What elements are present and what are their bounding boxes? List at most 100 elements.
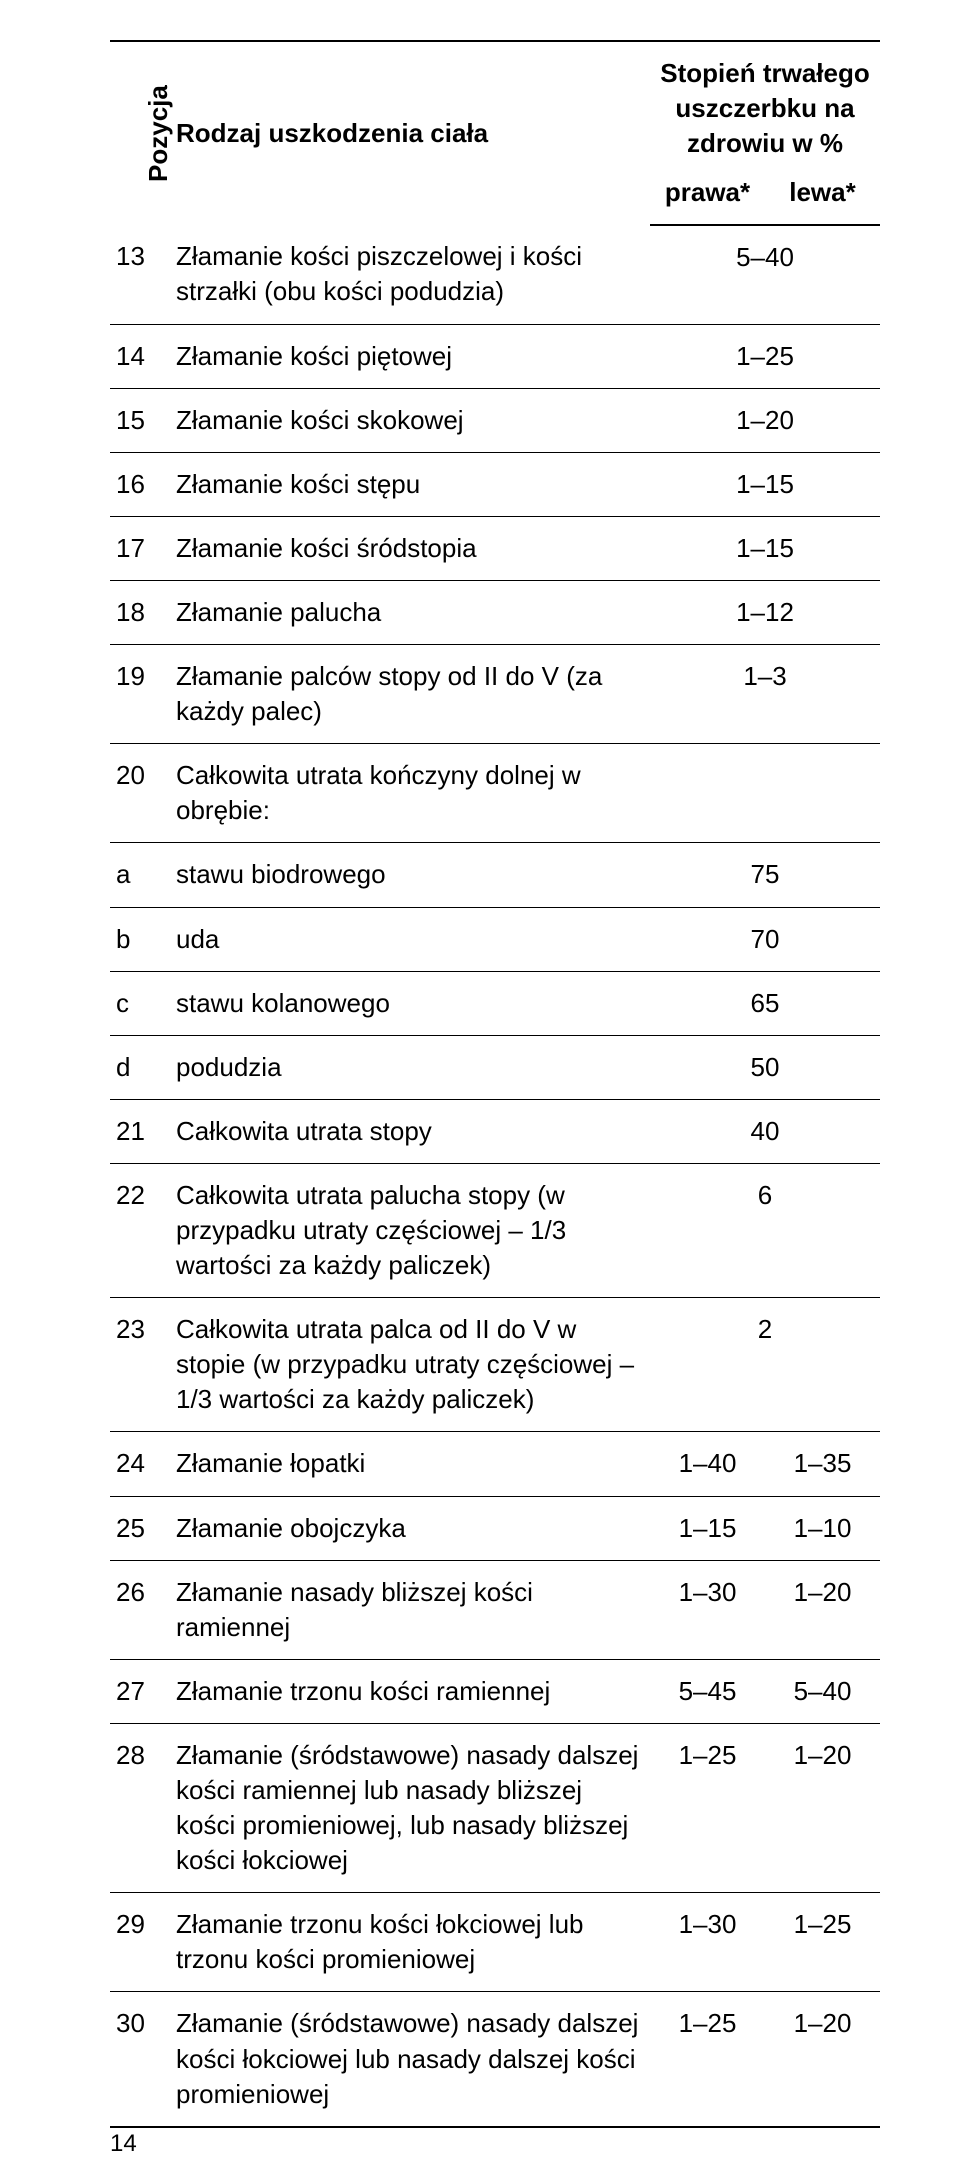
row-description: stawu kolanowego [170,971,650,1035]
table-row: cstawu kolanowego65 [110,971,880,1035]
row-description: Całkowita utrata palucha stopy (w przypa… [170,1163,650,1297]
row-position: c [110,971,170,1035]
row-value: 1–15 [650,516,880,580]
row-value-lewa: 1–20 [765,1560,880,1659]
row-position: 20 [110,744,170,843]
table-row: 29Złamanie trzonu kości łokciowej lub tr… [110,1893,880,1992]
table-row: 17Złamanie kości śródstopia1–15 [110,516,880,580]
row-position: 27 [110,1659,170,1723]
row-position: 14 [110,324,170,388]
row-description: Całkowita utrata stopy [170,1099,650,1163]
row-value-prawa: 1–25 [650,1723,765,1892]
row-position: 22 [110,1163,170,1297]
col-header-stopien: Stopień trwałego uszczerbku na zdrowiu w… [650,41,880,175]
row-description: Całkowita utrata palca od II do V w stop… [170,1298,650,1432]
row-value-prawa: 1–25 [650,1992,765,2127]
row-value [650,744,880,843]
table-row: 28Złamanie (śródstawowe) nasady dalszej … [110,1723,880,1892]
row-description: Złamanie kości skokowej [170,388,650,452]
row-position: 17 [110,516,170,580]
col-header-prawa: prawa* [650,175,765,225]
row-value: 1–20 [650,388,880,452]
row-position: 25 [110,1496,170,1560]
table-row: 26Złamanie nasady bliższej kości ramienn… [110,1560,880,1659]
row-description: Złamanie palucha [170,580,650,644]
col-header-rodzaj: Rodzaj uszkodzenia ciała [170,41,650,225]
table-header: Pozycja Rodzaj uszkodzenia ciała Stopień… [110,41,880,225]
row-description: Złamanie (śródstawowe) nasady dalszej ko… [170,1723,650,1892]
col-header-lewa: lewa* [765,175,880,225]
row-value: 75 [650,843,880,907]
row-description: Złamanie kości stępu [170,452,650,516]
row-position: 16 [110,452,170,516]
row-description: Złamanie kości piszczelowej i kości strz… [170,225,650,324]
row-position: 21 [110,1099,170,1163]
row-position: 18 [110,580,170,644]
row-description: Złamanie łopatki [170,1432,650,1496]
row-description: Złamanie nasady bliższej kości ramiennej [170,1560,650,1659]
row-description: Całkowita utrata kończyny dolnej w obręb… [170,744,650,843]
table-row: 14Złamanie kości piętowej1–25 [110,324,880,388]
row-value: 1–3 [650,645,880,744]
table-row: 20Całkowita utrata kończyny dolnej w obr… [110,744,880,843]
table-row: buda70 [110,907,880,971]
row-value-lewa: 1–25 [765,1893,880,1992]
row-value-lewa: 5–40 [765,1659,880,1723]
row-value-prawa: 1–30 [650,1893,765,1992]
table-row: 22Całkowita utrata palucha stopy (w przy… [110,1163,880,1297]
row-description: Złamanie trzonu kości łokciowej lub trzo… [170,1893,650,1992]
table-row: 24Złamanie łopatki1–401–35 [110,1432,880,1496]
table-row: 16Złamanie kości stępu1–15 [110,452,880,516]
col-header-pozycja: Pozycja [110,41,170,225]
table-body: 13Złamanie kości piszczelowej i kości st… [110,225,880,2126]
row-description: Złamanie kości piętowej [170,324,650,388]
row-position: 13 [110,225,170,324]
table-row: 30Złamanie (śródstawowe) nasady dalszej … [110,1992,880,2127]
table-row: 23Całkowita utrata palca od II do V w st… [110,1298,880,1432]
table-row: 25Złamanie obojczyka1–151–10 [110,1496,880,1560]
row-value: 65 [650,971,880,1035]
row-value-prawa: 5–45 [650,1659,765,1723]
row-value: 1–25 [650,324,880,388]
row-description: stawu biodrowego [170,843,650,907]
table-row: dpodudzia50 [110,1035,880,1099]
row-position: 24 [110,1432,170,1496]
table-row: 21Całkowita utrata stopy40 [110,1099,880,1163]
row-description: Złamanie obojczyka [170,1496,650,1560]
row-value: 5–40 [650,225,880,324]
row-description: Złamanie kości śródstopia [170,516,650,580]
row-description: uda [170,907,650,971]
row-value: 1–12 [650,580,880,644]
row-position: 29 [110,1893,170,1992]
row-value: 40 [650,1099,880,1163]
row-description: Złamanie (śródstawowe) nasady dalszej ko… [170,1992,650,2127]
row-value-prawa: 1–30 [650,1560,765,1659]
table-row: 13Złamanie kości piszczelowej i kości st… [110,225,880,324]
row-value: 50 [650,1035,880,1099]
row-value: 70 [650,907,880,971]
row-description: podudzia [170,1035,650,1099]
row-position: 19 [110,645,170,744]
row-position: a [110,843,170,907]
row-value: 1–15 [650,452,880,516]
row-position: 28 [110,1723,170,1892]
row-value-prawa: 1–15 [650,1496,765,1560]
row-value-lewa: 1–20 [765,1723,880,1892]
table-row: 15Złamanie kości skokowej1–20 [110,388,880,452]
row-value: 6 [650,1163,880,1297]
pozycja-label: Pozycja [141,85,176,182]
row-description: Złamanie palców stopy od II do V (za każ… [170,645,650,744]
injury-table: Pozycja Rodzaj uszkodzenia ciała Stopień… [110,40,880,2128]
row-position: 23 [110,1298,170,1432]
document-page: Pozycja Rodzaj uszkodzenia ciała Stopień… [0,0,960,2168]
row-position: b [110,907,170,971]
page-number: 14 [110,2130,137,2158]
row-value-prawa: 1–40 [650,1432,765,1496]
table-row: 19Złamanie palców stopy od II do V (za k… [110,645,880,744]
row-value: 2 [650,1298,880,1432]
row-value-lewa: 1–20 [765,1992,880,2127]
row-position: 30 [110,1992,170,2127]
table-row: 18Złamanie palucha1–12 [110,580,880,644]
row-description: Złamanie trzonu kości ramiennej [170,1659,650,1723]
row-value-lewa: 1–35 [765,1432,880,1496]
